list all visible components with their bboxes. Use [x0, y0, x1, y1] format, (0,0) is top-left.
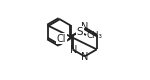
Text: CH₃: CH₃ [87, 30, 102, 40]
Text: N: N [70, 45, 77, 55]
Text: N: N [81, 22, 88, 32]
Text: N: N [81, 52, 88, 62]
Text: Cl: Cl [57, 34, 66, 44]
Text: S: S [77, 27, 83, 37]
